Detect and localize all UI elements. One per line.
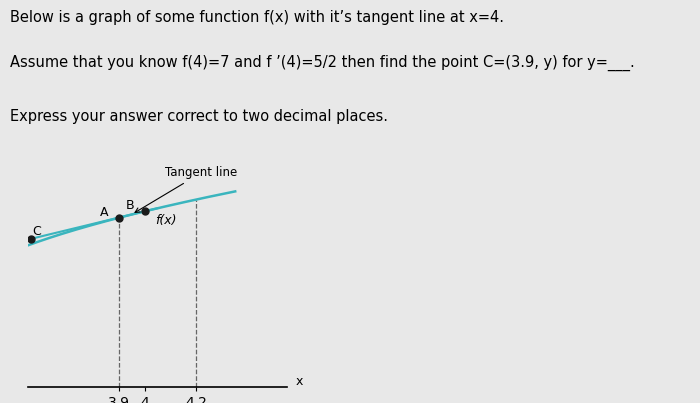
Text: Below is a graph of some function f(x) with it’s tangent line at x=4.: Below is a graph of some function f(x) w… [10, 10, 505, 25]
Text: Express your answer correct to two decimal places.: Express your answer correct to two decim… [10, 109, 388, 124]
Text: f(x): f(x) [155, 214, 176, 227]
Text: Tangent line: Tangent line [135, 166, 237, 212]
Text: C: C [32, 225, 41, 238]
Text: A: A [100, 206, 108, 219]
Text: Assume that you know f(4)=7 and f ’(4)=5/2 then find the point C=(3.9, y) for y=: Assume that you know f(4)=7 and f ’(4)=5… [10, 54, 636, 71]
Text: B: B [125, 199, 134, 212]
Text: x: x [296, 375, 303, 388]
